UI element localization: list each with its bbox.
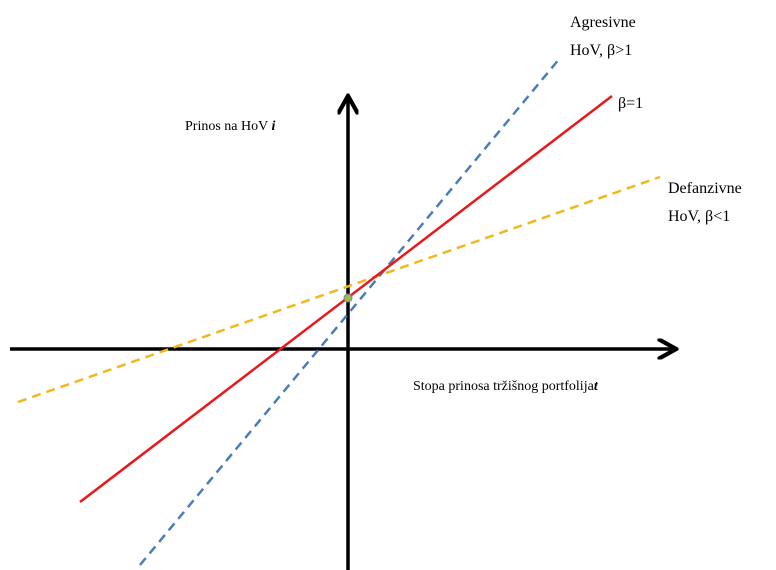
defensive-label: Defanzivne bbox=[668, 180, 742, 197]
x-axis-label: Stopa prinosa tržišnog portfolijat bbox=[413, 379, 599, 394]
market-label: β=1 bbox=[618, 95, 643, 112]
y-axis-text: Prinos na HoV bbox=[185, 119, 271, 134]
y-axis-label: Prinos na HoV i bbox=[185, 119, 275, 134]
aggressive-label: HoV, β>1 bbox=[570, 42, 632, 59]
intersection-point bbox=[343, 293, 353, 303]
x-axis-symbol: t bbox=[594, 379, 599, 394]
aggressive-label: Agresivne bbox=[570, 14, 636, 31]
defensive-line bbox=[17, 175, 661, 404]
x-axis-text: Stopa prinosa tržišnog portfolija bbox=[413, 379, 595, 394]
y-axis-symbol: i bbox=[271, 119, 275, 134]
defensive-label: HoV, β<1 bbox=[668, 208, 730, 225]
aggressive-line bbox=[139, 57, 561, 566]
